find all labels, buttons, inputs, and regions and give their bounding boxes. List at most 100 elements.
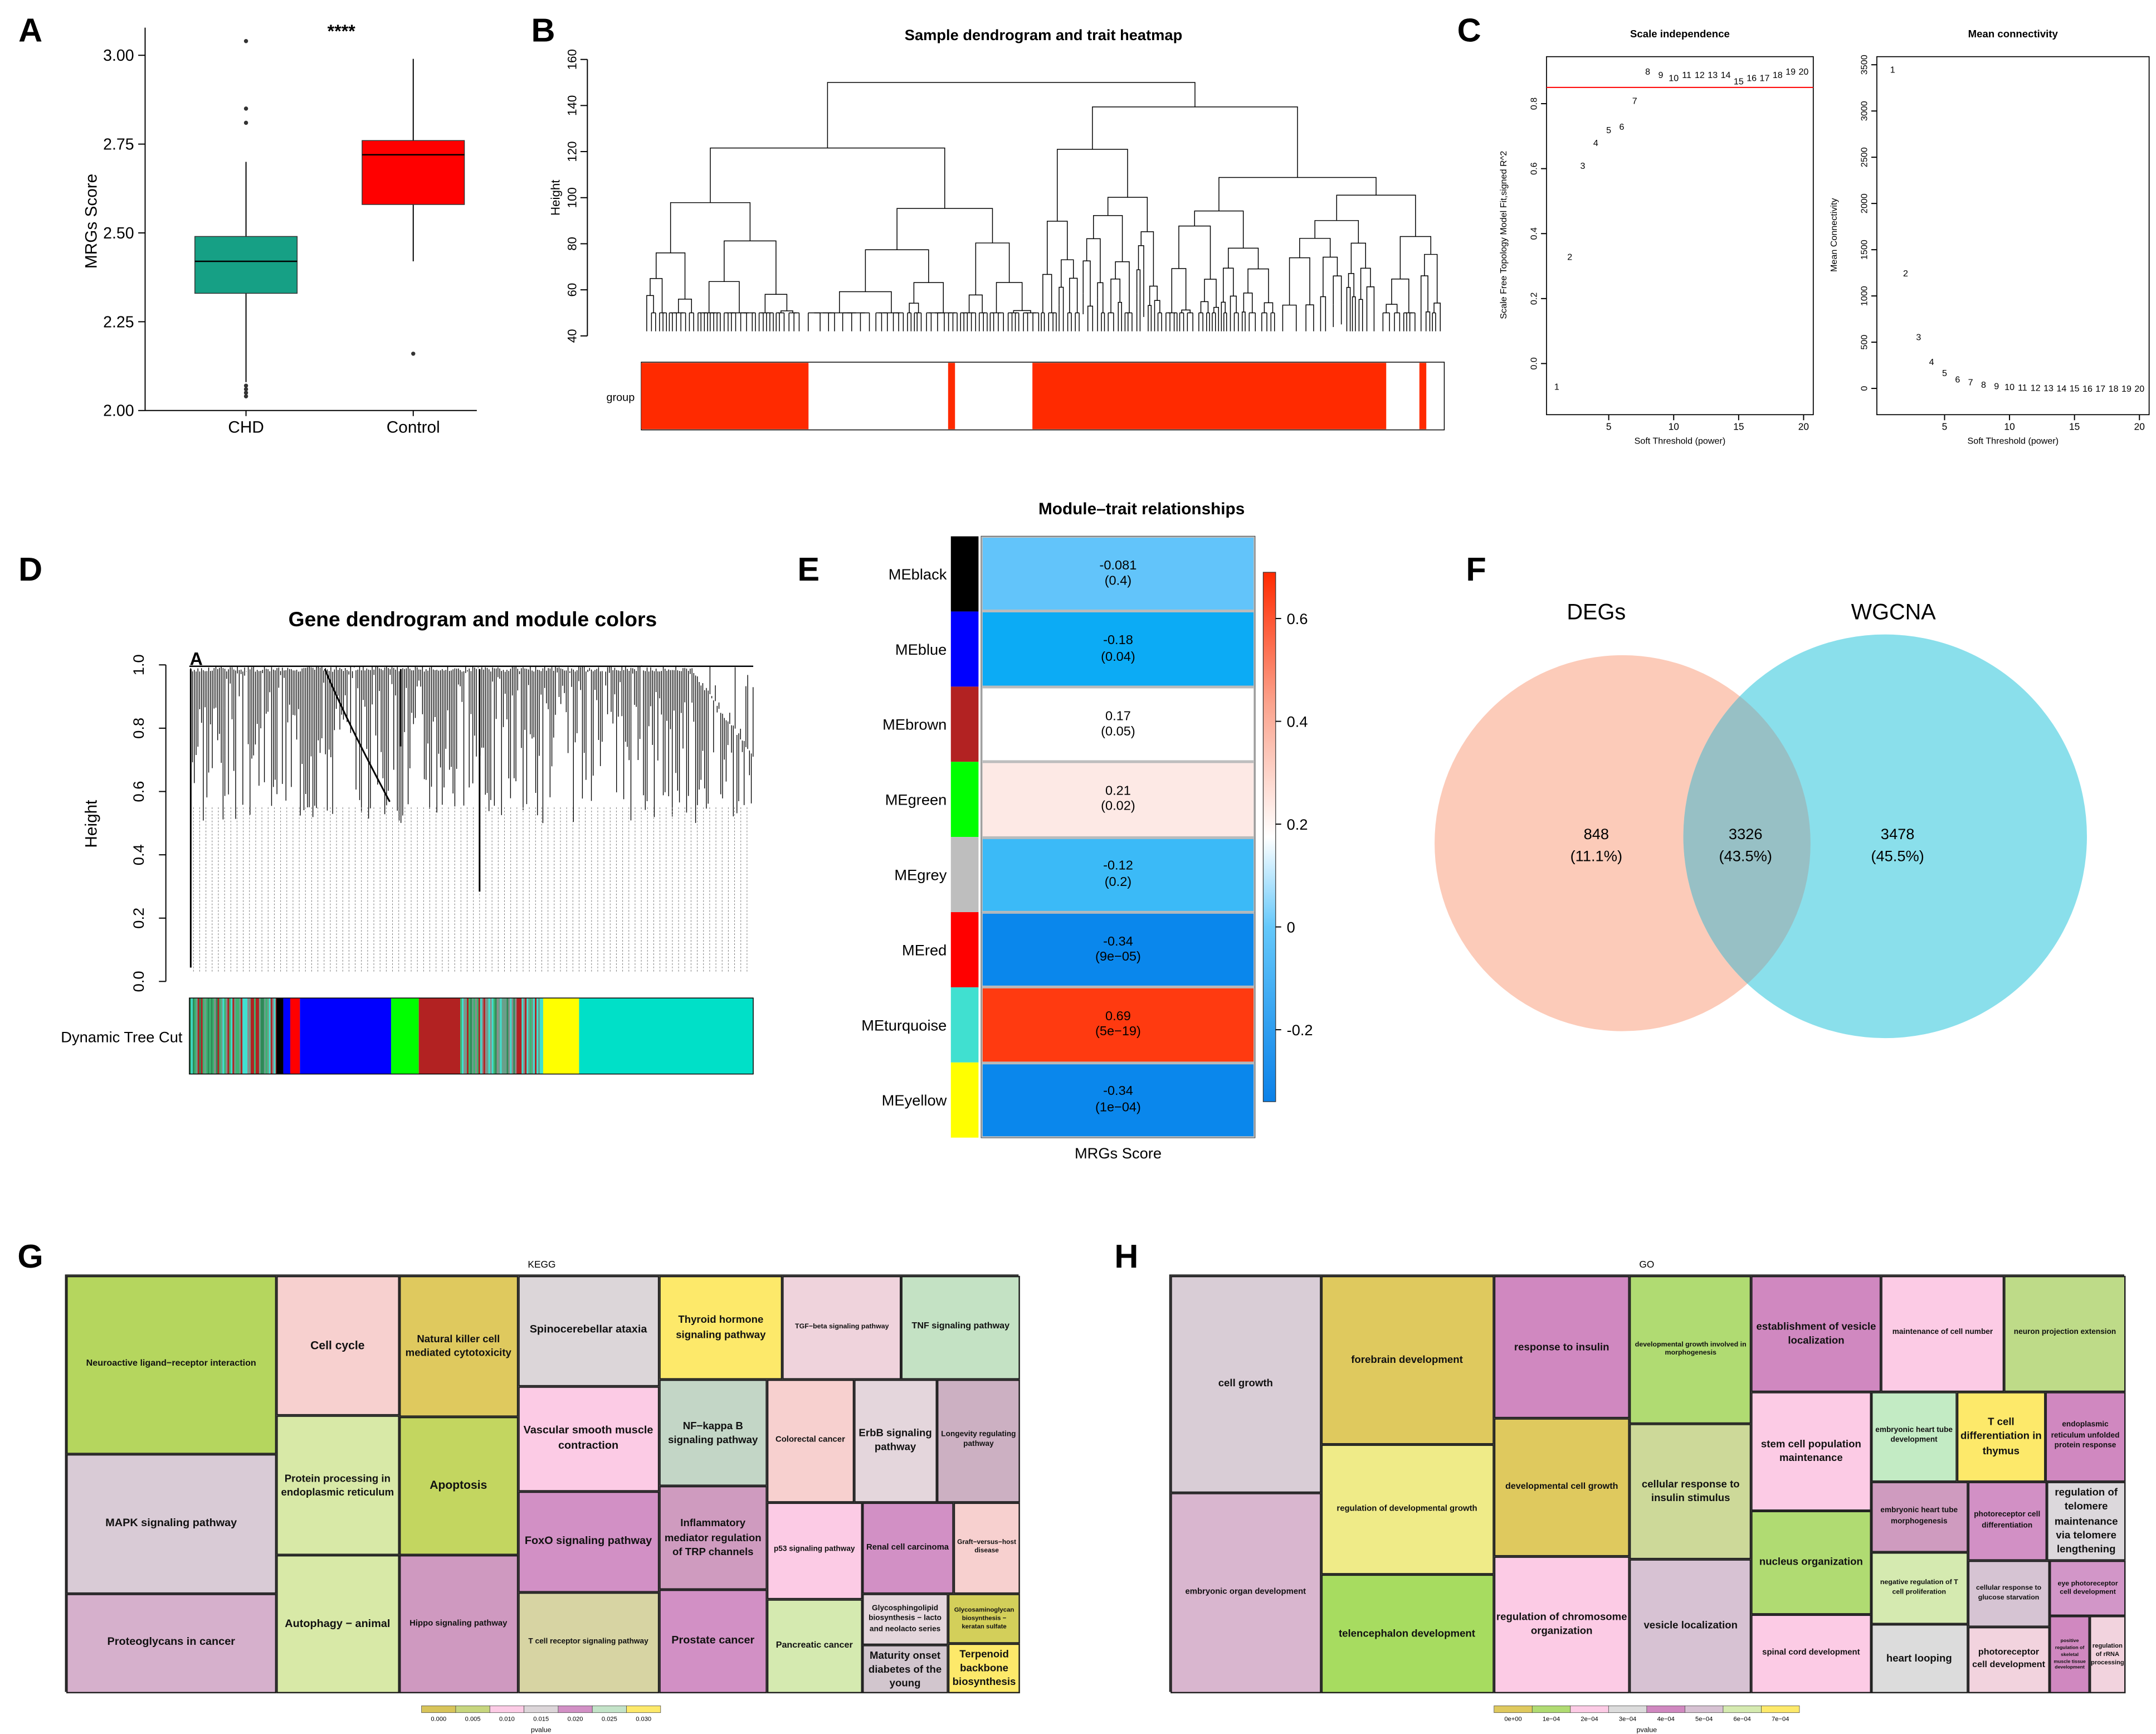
- venn-percent: (11.1%): [1570, 847, 1622, 865]
- y-tick-label: 2.25: [103, 313, 134, 331]
- module-color-strip: [468, 998, 471, 1074]
- y-tick-label: 100: [565, 187, 579, 208]
- module-color-strip: [242, 998, 245, 1074]
- dendrogram-leaf-guides: [193, 807, 748, 972]
- module-color-strip: [252, 998, 255, 1074]
- trait-heatmap-cell: [1419, 363, 1427, 430]
- module-color-strip: [239, 998, 241, 1074]
- module-color-strip: [189, 998, 192, 1074]
- go-term: photoreceptor cell differentiation: [1967, 1481, 2047, 1561]
- data-point: 1: [1890, 65, 1895, 75]
- module-color-swatch: [950, 1062, 979, 1138]
- kegg-term: Terpenoid backbone biosynthesis: [948, 1643, 1020, 1693]
- module-color-strip: [253, 998, 256, 1074]
- x-tick-label: 5: [1606, 421, 1612, 432]
- module-color-strip: [269, 998, 271, 1074]
- correlation-value: 0.21: [1105, 783, 1131, 799]
- module-color-strip: [503, 998, 505, 1074]
- dendrogram-branch: [781, 310, 793, 313]
- dendrogram-branch: [1223, 267, 1234, 303]
- kegg-term: Glycosphingolipid biosynthesis − lacto a…: [861, 1594, 949, 1646]
- module-color-strip: [229, 998, 231, 1074]
- dendrogram-branch: [1433, 303, 1441, 313]
- module-color-strip: [244, 998, 246, 1074]
- data-point: 3: [1581, 161, 1586, 171]
- module-color-strip: [270, 998, 272, 1074]
- correlation-value: 0.69: [1105, 1009, 1131, 1025]
- go-term: regulation of rRNA processing: [2089, 1616, 2126, 1693]
- y-tick-label: 2500: [1860, 147, 1870, 167]
- go-term: developmental growth involved in morphog…: [1630, 1275, 1752, 1424]
- chart-title: KEGG: [528, 1259, 555, 1270]
- data-point: 1: [1554, 382, 1559, 392]
- dendrogram-branch: [996, 282, 1023, 313]
- module-color-swatch: [950, 912, 979, 987]
- chart-title: Mean connectivity: [1968, 28, 2059, 40]
- module-color-strip: [258, 998, 261, 1074]
- data-point: 12: [2031, 383, 2041, 393]
- data-point: 15: [2070, 384, 2080, 394]
- module-color-strip: [531, 998, 534, 1074]
- module-color-swatch: [950, 762, 979, 837]
- y-tick-label: 0.8: [1529, 98, 1539, 110]
- module-color-block: [418, 998, 461, 1074]
- legend-label: 0.005: [465, 1716, 481, 1723]
- go-term: T cell differentiation in thymus: [1957, 1392, 2045, 1482]
- chart-title: GO: [1639, 1259, 1654, 1270]
- trait-heatmap-cell: [641, 363, 809, 430]
- module-color-strip: [237, 998, 240, 1074]
- legend-label: 6e−04: [1734, 1716, 1751, 1723]
- data-point: 8: [1645, 67, 1650, 77]
- y-tick-label: 120: [565, 141, 579, 162]
- dendrogram-branch: [1200, 301, 1209, 313]
- p-value: (9e−05): [1095, 949, 1141, 965]
- data-point: 2: [1903, 269, 1908, 279]
- dendrogram-branch: [1213, 306, 1220, 313]
- kegg-term: TGF−beta signaling pathway: [782, 1275, 901, 1380]
- y-tick-label: 2.50: [103, 225, 134, 242]
- legend-swatch: [1608, 1705, 1647, 1713]
- dendrogram-branch: [1323, 256, 1338, 297]
- y-tick-label: 0.4: [130, 844, 147, 865]
- y-tick-label: 3500: [1860, 55, 1870, 75]
- module-color-frame: [189, 997, 754, 1075]
- legend-swatch: [1531, 1705, 1571, 1713]
- kegg-term: Graft−versus−host disease: [953, 1502, 1020, 1595]
- legend-swatch: [421, 1705, 456, 1713]
- dendrogram-branch: [1424, 254, 1438, 303]
- kegg-term: Inflammatory mediator regulation of TRP …: [658, 1487, 767, 1590]
- correlation-value: -0.18: [1103, 633, 1133, 649]
- legend-swatch: [489, 1705, 524, 1713]
- dendrogram-branch: [1082, 260, 1091, 306]
- dendrogram-branch: [1171, 268, 1187, 313]
- module-color-strip: [236, 998, 238, 1074]
- dendrogram-branch: [1092, 106, 1298, 178]
- marker-label: A: [190, 649, 203, 669]
- module-label: MEblack: [889, 566, 947, 583]
- correlation-value: -0.34: [1103, 1084, 1133, 1100]
- p-value: (5e−19): [1095, 1025, 1141, 1040]
- data-point: 19: [2121, 384, 2131, 394]
- venn-count: 3478: [1881, 825, 1915, 842]
- module-color-strip: [533, 998, 535, 1074]
- x-tick-label: 5: [1942, 421, 1948, 432]
- module-color-strip: [196, 998, 198, 1074]
- data-point: 8: [1981, 380, 1986, 390]
- legend-swatch: [1761, 1705, 1800, 1713]
- dendrogram-branch: [1348, 273, 1354, 297]
- legend-label: 0.030: [636, 1716, 651, 1723]
- module-color-strip: [204, 998, 206, 1074]
- kegg-term: Longevity regulating pathway: [937, 1380, 1020, 1502]
- dendrogram-branch: [975, 242, 1010, 295]
- module-color-strip: [498, 998, 500, 1074]
- module-color-strip: [467, 998, 469, 1074]
- legend-label: 0.020: [568, 1716, 583, 1723]
- correlation-value: -0.081: [1099, 558, 1137, 574]
- go-term: embryonic heart tube morphogenesis: [1871, 1481, 1968, 1553]
- dendrogram-branch: [1282, 304, 1297, 313]
- kegg-term: Apoptosis: [399, 1417, 518, 1555]
- data-point: 7: [1968, 378, 1973, 388]
- kegg-term: Glycosaminoglycan biosynthesis − keratan…: [948, 1594, 1020, 1644]
- legend-label: 1e−04: [1543, 1716, 1560, 1723]
